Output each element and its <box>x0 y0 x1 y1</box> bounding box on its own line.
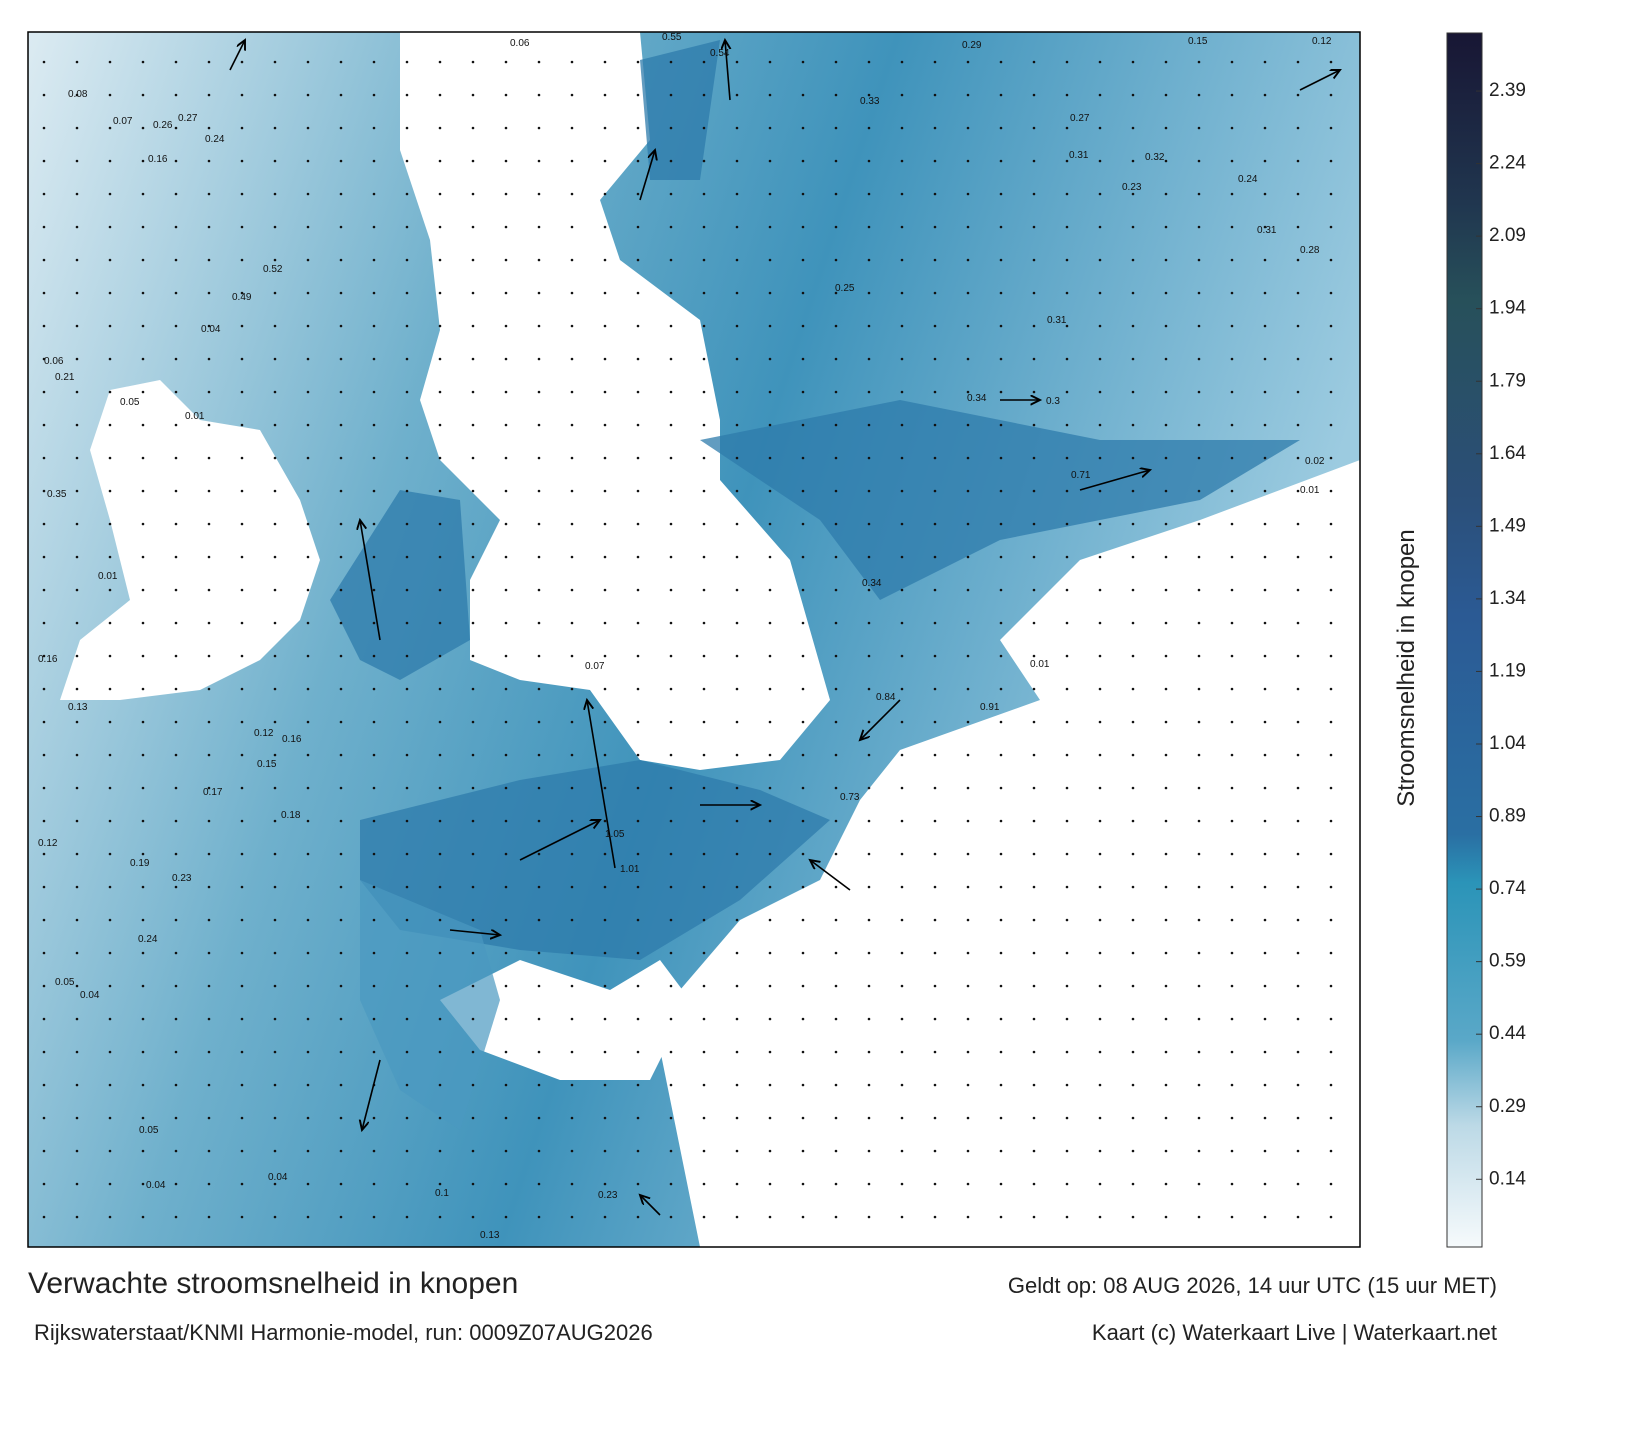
current-label: 0.13 <box>68 702 88 713</box>
current-label: 1.01 <box>620 864 640 875</box>
current-label: 0.15 <box>1188 36 1208 47</box>
subtitle: Rijkswaterstaat/KNMI Harmonie-model, run… <box>34 1320 653 1345</box>
current-label: 0.73 <box>840 792 860 803</box>
current-label: 0.27 <box>178 113 198 124</box>
current-label: 0.08 <box>68 89 88 100</box>
current-label: 0.12 <box>1312 36 1332 47</box>
current-label: 0.31 <box>1069 150 1089 161</box>
colorbar-tick-label: 1.79 <box>1489 370 1526 391</box>
current-labels: 0.08 0.07 0.26 0.27 0.24 0.16 0.52 0.49 0.04 0.06… <box>38 32 1332 1241</box>
current-arrows <box>229 40 1340 1216</box>
current-label: 0.15 <box>257 759 277 770</box>
current-label: 0.16 <box>38 654 58 665</box>
current-label: 0.12 <box>38 838 58 849</box>
colorbar-tick-label: 0.89 <box>1489 806 1526 827</box>
colorbar-tick-label: 0.14 <box>1489 1168 1526 1189</box>
current-label: 0.01 <box>185 411 205 422</box>
current-label: 0.21 <box>55 372 75 383</box>
current-label: 1.05 <box>605 829 625 840</box>
colorbar-label: Stroomsnelheid in knopen <box>1393 529 1420 807</box>
current-label: 0.04 <box>80 990 100 1001</box>
map-frame <box>27 31 1361 1248</box>
map: 0.08 0.07 0.26 0.27 0.24 0.16 0.52 0.49 0.04 0.06… <box>27 31 1361 1248</box>
current-label: 0.54 <box>710 48 730 59</box>
current-label: 0.01 <box>1030 659 1050 670</box>
colorbar-tick-label: 1.34 <box>1489 588 1526 609</box>
current-label: 0.24 <box>138 934 158 945</box>
current-label: 0.49 <box>232 292 252 303</box>
colorbar-tick-label: 0.59 <box>1489 951 1526 972</box>
colorbar-tick-label: 0.44 <box>1489 1023 1526 1044</box>
current-label: 0.19 <box>130 858 150 869</box>
colorbar-tick-label: 2.24 <box>1489 153 1526 174</box>
current-label: 0.52 <box>263 264 283 275</box>
current-label: 0.31 <box>1047 315 1067 326</box>
current-label: 0.13 <box>480 1230 500 1241</box>
grid-dots <box>28 32 1360 1247</box>
current-label: 0.12 <box>254 728 274 739</box>
colorbar-tick-label: 0.29 <box>1489 1096 1526 1117</box>
colorbar-tick-label: 2.39 <box>1489 80 1526 101</box>
current-label: 0.31 <box>1257 225 1277 236</box>
current-label: 0.26 <box>153 120 173 131</box>
current-label: 0.06 <box>510 38 530 49</box>
current-label: 0.04 <box>268 1172 288 1183</box>
current-label: 0.84 <box>876 692 896 703</box>
current-label: 0.71 <box>1071 470 1091 481</box>
current-label: 0.3 <box>1046 396 1060 407</box>
current-label: 0.05 <box>139 1125 159 1136</box>
title: Verwachte stroomsnelheid in knopen <box>28 1267 518 1300</box>
current-label: 0.16 <box>148 154 168 165</box>
current-label: 0.07 <box>113 116 133 127</box>
current-label: 0.17 <box>203 787 223 798</box>
current-label: 0.18 <box>281 810 301 821</box>
colorbar-tick-label: 1.49 <box>1489 515 1526 536</box>
current-label: 0.05 <box>55 977 75 988</box>
colorbar-tick-label: 1.64 <box>1489 443 1526 464</box>
current-label: 0.04 <box>201 324 221 335</box>
current-label: 0.35 <box>47 489 67 500</box>
current-label: 0.23 <box>598 1190 618 1201</box>
current-label: 0.06 <box>44 356 64 367</box>
colorbar: Stroomsnelheid in knopen 0.14 0.29 0.44 0.5… <box>1393 32 1526 1248</box>
current-label: 0.01 <box>1300 485 1320 496</box>
current-label: 0.05 <box>120 397 140 408</box>
current-label: 0.16 <box>282 734 302 745</box>
current-label: 0.91 <box>980 702 1000 713</box>
current-label: 0.29 <box>962 40 982 51</box>
current-label: 0.01 <box>98 571 118 582</box>
valid-time: Geldt op: 08 AUG 2026, 14 uur UTC (15 uu… <box>1008 1273 1497 1298</box>
colorbar-tick-label: 2.09 <box>1489 225 1526 246</box>
current-label: 0.02 <box>1305 456 1325 467</box>
credit: Kaart (c) Waterkaart Live | Waterkaart.n… <box>1092 1320 1497 1345</box>
current-label: 0.1 <box>435 1188 449 1199</box>
current-label: 0.04 <box>146 1180 166 1191</box>
current-label: 0.28 <box>1300 245 1320 256</box>
current-label: 0.24 <box>1238 174 1258 185</box>
current-label: 0.23 <box>1122 182 1142 193</box>
current-label: 0.07 <box>585 661 605 672</box>
current-label: 0.34 <box>862 578 882 589</box>
current-label: 0.23 <box>172 873 192 884</box>
colorbar-tick-label: 0.74 <box>1489 878 1526 899</box>
current-label: 0.32 <box>1145 152 1165 163</box>
colorbar-ramp <box>1446 32 1483 1248</box>
current-label: 0.33 <box>860 96 880 107</box>
colorbar-tick-label: 1.19 <box>1489 660 1526 681</box>
current-label: 0.55 <box>662 32 682 43</box>
current-label: 0.25 <box>835 283 855 294</box>
colorbar-tick-label: 1.04 <box>1489 733 1526 754</box>
colorbar-tick-label: 1.94 <box>1489 298 1526 319</box>
current-label: 0.24 <box>205 134 225 145</box>
current-label: 0.34 <box>967 393 987 404</box>
current-label: 0.27 <box>1070 113 1090 124</box>
